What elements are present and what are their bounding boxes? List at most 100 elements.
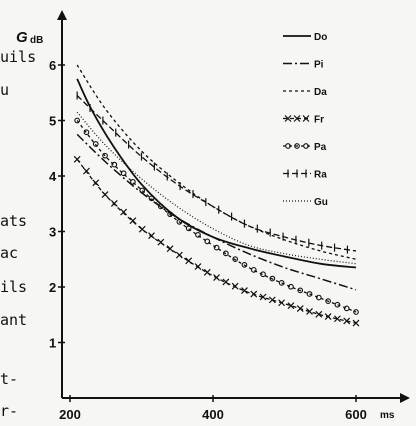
series-marker-pa xyxy=(120,170,127,177)
series-marker-pa xyxy=(92,141,99,147)
y-axis-label: G xyxy=(16,29,28,46)
y-tick-label: 3 xyxy=(49,225,56,240)
x-tick-label: 600 xyxy=(345,407,367,422)
series-line-gu xyxy=(76,111,357,265)
y-tick-label: 5 xyxy=(49,114,56,129)
series-marker-fr xyxy=(148,232,155,240)
legend-label: Da xyxy=(314,87,327,98)
series-line-fr xyxy=(76,158,357,324)
series-pa xyxy=(74,117,359,315)
series-line-do xyxy=(76,78,357,269)
series-marker-fr xyxy=(83,167,90,175)
series-marker-fr xyxy=(250,290,258,298)
legend-marker xyxy=(285,143,291,149)
series-marker-fr xyxy=(194,263,202,271)
series-marker-fr xyxy=(203,268,211,276)
series-marker-fr xyxy=(268,296,276,304)
chart-legend: Do Pi Da Fr Pa Ra Gu xyxy=(283,32,328,208)
legend-marker xyxy=(284,115,292,122)
series-marker-pa xyxy=(353,309,359,315)
series-marker-fr xyxy=(120,208,128,216)
y-tick-label: 4 xyxy=(49,169,57,184)
legend-item-pi: Pi xyxy=(283,60,324,71)
series-marker-pa xyxy=(139,187,146,194)
series-marker-pa xyxy=(176,219,183,225)
series-marker-pa xyxy=(325,298,331,305)
y-tick-label: 1 xyxy=(49,336,56,351)
legend-label: Ra xyxy=(314,170,327,181)
legend-item-da: Da xyxy=(283,87,327,98)
legend-label: Pa xyxy=(314,142,327,153)
series-marker-fr xyxy=(296,305,304,312)
series-marker-pa xyxy=(111,161,118,168)
series-marker-fr xyxy=(157,238,165,246)
series-marker-fr xyxy=(166,245,174,253)
x-axis-arrow xyxy=(400,393,410,403)
series-marker-fr xyxy=(222,278,230,286)
series-marker-fr xyxy=(343,317,351,325)
cropped-text-line: r- xyxy=(0,402,19,420)
x-axis-label: ms xyxy=(380,410,395,421)
series-marker-fr xyxy=(352,319,360,327)
series-gu xyxy=(76,111,357,265)
y-tick-label: 6 xyxy=(49,58,56,73)
cropped-text-line: ant xyxy=(0,311,28,329)
series-line-pi xyxy=(76,133,357,291)
series-marker-fr xyxy=(92,179,100,187)
series-marker-pa xyxy=(241,262,248,268)
legend-label: Do xyxy=(314,32,327,43)
y-axis-unit: dB xyxy=(30,35,43,46)
series-marker-pa xyxy=(157,203,164,210)
series-marker-pa xyxy=(232,256,239,262)
legend-item-pa: Pa xyxy=(283,142,327,153)
cropped-text-line: ac xyxy=(0,244,19,262)
series-marker-pa xyxy=(260,271,266,278)
series-marker-fr xyxy=(175,251,183,259)
series-marker-fr xyxy=(138,225,146,233)
y-axis-arrow xyxy=(57,10,67,20)
series-fr xyxy=(73,155,360,327)
series-marker-pa xyxy=(167,211,173,218)
series-marker-pa xyxy=(306,291,313,297)
series-marker-pa xyxy=(315,294,322,301)
series-marker-pa xyxy=(278,280,285,286)
series-marker-pa xyxy=(343,305,350,312)
series-marker-fr xyxy=(110,199,118,207)
series-marker-pa xyxy=(185,225,192,232)
cropped-text-line: ats xyxy=(0,212,28,230)
legend-item-do: Do xyxy=(283,32,327,43)
legend-label: Gu xyxy=(314,197,328,208)
x-tick-label: 400 xyxy=(202,407,224,422)
legend-label: Pi xyxy=(314,60,324,71)
series-marker-fr xyxy=(213,274,220,281)
legend-label: Fr xyxy=(314,115,324,126)
series-marker-pa xyxy=(148,195,155,202)
chart-axes xyxy=(57,10,410,403)
legend-marker xyxy=(294,143,300,149)
legend-item-ra: Ra xyxy=(283,169,327,181)
chart-ticks: 1 2 3 4 5 6 200 400 600 xyxy=(49,58,367,422)
series-marker-pa xyxy=(204,238,211,245)
cropped-text-line: t- xyxy=(0,370,19,388)
series-marker-fr xyxy=(185,257,193,265)
cropped-text-line: u xyxy=(0,81,10,99)
series-marker-fr xyxy=(231,282,239,290)
series-marker-pa xyxy=(195,232,201,238)
chart-series xyxy=(73,64,360,327)
series-marker-pa xyxy=(102,152,108,159)
series-line-ra xyxy=(76,95,357,252)
series-marker-fr xyxy=(129,217,137,225)
y-tick-label: 2 xyxy=(49,280,56,295)
legend-marker xyxy=(303,143,309,149)
series-marker-fr xyxy=(315,310,323,318)
series-marker-pa xyxy=(288,283,294,290)
series-marker-fr xyxy=(278,299,286,307)
cropped-text-line: ils xyxy=(0,278,28,296)
series-marker-pa xyxy=(74,117,80,124)
series-do xyxy=(76,78,357,269)
series-marker-fr xyxy=(324,313,332,321)
series-marker-fr xyxy=(101,191,109,198)
x-tick-label: 200 xyxy=(59,407,81,422)
series-marker-pa xyxy=(223,250,229,257)
